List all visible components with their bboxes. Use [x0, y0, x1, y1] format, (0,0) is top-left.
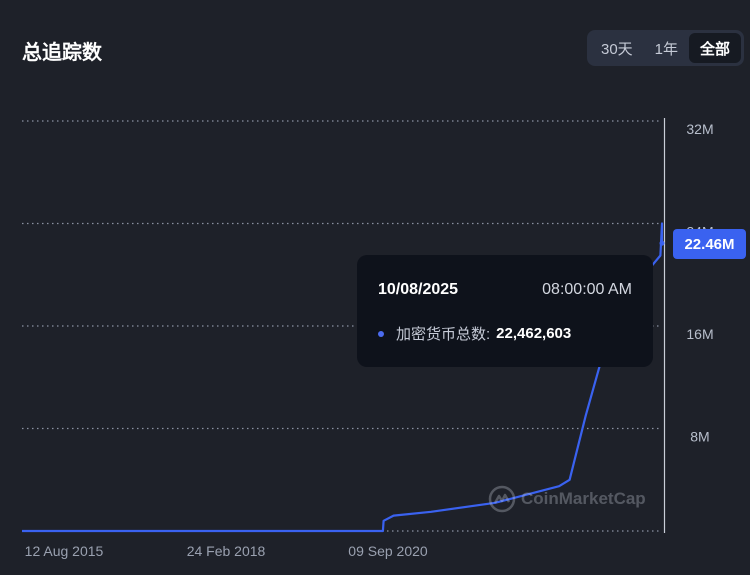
tooltip-value: 22,462,603 — [496, 325, 572, 342]
tooltip-row: 加密货币总数: 22,462,603 — [378, 323, 571, 344]
tooltip-date: 10/08/2025 — [378, 281, 459, 298]
current-value-tag: 22.46M — [673, 229, 746, 259]
range-tab-all[interactable]: 全部 — [689, 33, 741, 63]
hover-point — [659, 240, 665, 246]
y-tick-label: 32M — [686, 121, 713, 137]
x-tick-label: 09 Sep 2020 — [348, 543, 428, 559]
series-dot-icon — [378, 330, 384, 337]
y-tick-label: 8M — [690, 429, 709, 445]
coinmarketcap-watermark: CoinMarketCap — [488, 485, 646, 513]
watermark-text: CoinMarketCap — [521, 489, 646, 508]
x-tick-label: 12 Aug 2015 — [25, 543, 104, 559]
range-tab-30d[interactable]: 30天 — [590, 33, 644, 63]
coinmarketcap-logo-icon — [488, 485, 516, 513]
time-range-selector: 30天 1年 全部 — [587, 30, 744, 66]
tooltip-time: 08:00:00 AM — [542, 281, 632, 298]
page-title: 总追踪数 — [22, 42, 102, 64]
chart-tooltip: 10/08/2025 08:00:00 AM 加密货币总数: 22,462,60… — [357, 255, 653, 367]
tooltip-series-label: 加密货币总数: — [396, 326, 491, 343]
range-tab-1y[interactable]: 1年 — [644, 33, 689, 63]
y-tick-label: 16M — [686, 326, 713, 342]
x-tick-label: 24 Feb 2018 — [187, 543, 266, 559]
